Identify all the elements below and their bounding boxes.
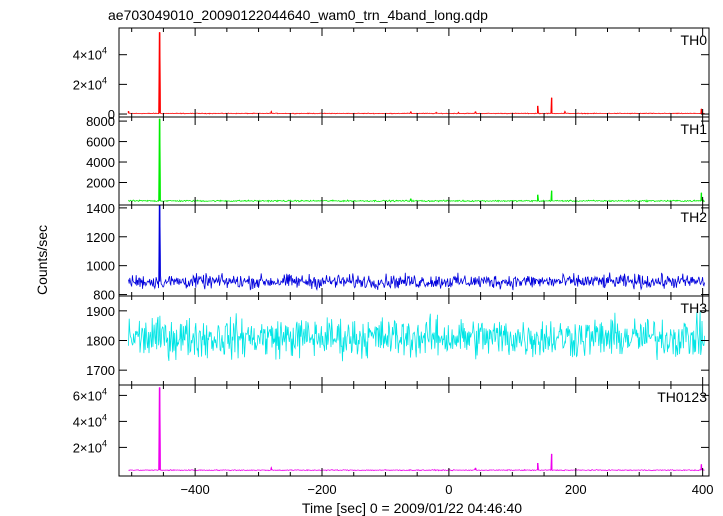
x-tick-label: −400 [180,482,209,497]
panel-frame [118,384,710,477]
x-tick-label: 200 [565,482,587,497]
y-tick-label: 8000 [86,114,115,129]
y-tick-label: 1200 [86,230,115,245]
y-tick-label: 1900 [86,304,115,319]
panel-th3: 1700 1800 1900 TH3 [86,295,710,386]
y-tick-label: 4000 [86,155,115,170]
x-tick-label: 400 [692,482,714,497]
y-tick-label: 2000 [86,175,115,190]
chart-title: ae703049010_20090122044640_wam0_trn_4ban… [108,7,488,23]
panel-label-th0: TH0 [681,32,708,48]
y-tick-label: 6000 [86,135,115,150]
series-th3 [128,311,705,362]
x-tick-label: −200 [307,482,336,497]
panel-th2: 800 1000 1200 1400 TH2 [86,201,710,303]
x-tick-label: 0 [445,482,452,497]
y-tick-label: 1700 [86,363,115,378]
panel-label-th2: TH2 [681,209,708,225]
y-tick-label: 4×104 [73,412,107,429]
panel-th0123: 2×104 4×104 6×104 TH0123 [73,384,710,477]
series-th2 [128,204,705,291]
y-tick-label: 1000 [86,259,115,274]
panel-frame [118,27,710,118]
y-tick-label: 1400 [86,201,115,216]
panel-th0: 02×104 4×104 TH0 [73,27,710,122]
series-th0123 [128,387,705,472]
panel-label-th1: TH1 [681,121,708,137]
x-axis-ticks: −400 −200 0 200 400 [180,482,713,497]
panel-th1: 2000 4000 6000 8000 TH1 [86,114,710,206]
panel-frame [118,116,710,206]
panel-label-th3: TH3 [681,300,708,316]
x-axis-label: Time [sec] 0 = 2009/01/22 04:46:40 [302,500,522,516]
y-tick-label: 800 [93,288,115,303]
y-tick-label: 1800 [86,334,115,349]
y-tick-label: 2×104 [73,438,107,455]
y-tick-label: 6×104 [73,386,107,403]
series-th1 [128,118,705,203]
y-tick-label: 2×104 [73,75,107,92]
panel-label-th0123: TH0123 [657,389,707,405]
y-tick-label: 4×104 [73,46,107,63]
y-axis-label: Counts/sec [34,225,50,295]
series-th0 [128,32,705,115]
y-tick-label: 0 [108,107,115,122]
